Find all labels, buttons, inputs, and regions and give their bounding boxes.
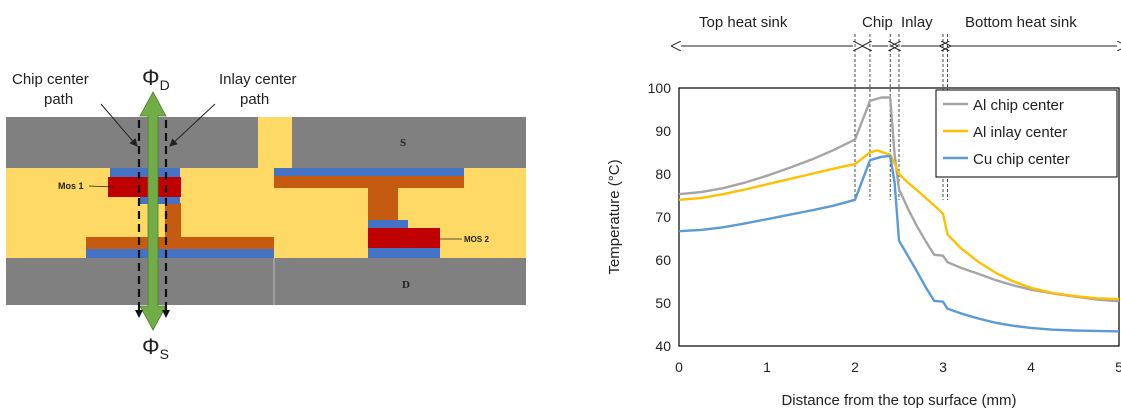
chip-center-label-line2: path [44, 91, 73, 108]
y-tick-label: 70 [655, 209, 671, 225]
phi-d-label: ΦD [142, 65, 170, 93]
left-pad-middle [140, 197, 180, 204]
right-copper-top [274, 176, 464, 188]
mos1-die [108, 177, 181, 197]
region-chip: Chip [862, 14, 893, 31]
right-pad-bottom [368, 248, 440, 258]
y-axis-title: Temperature (°C) [606, 159, 623, 274]
bottom-heat-sink [6, 258, 526, 305]
drain-terminal-label: D [402, 279, 410, 291]
series-line-cu-chip-center [678, 154, 1120, 333]
left-pad-top [110, 168, 180, 177]
x-tick-label: 2 [851, 359, 859, 375]
legend: Al chip center Al inlay center Cu chip cen… [935, 89, 1118, 178]
inlay-center-label-line1: Inlay center [219, 71, 297, 88]
cross-section-diagram: Mos 1 MOS 2 S D Chip center path Inlay c… [6, 65, 526, 362]
mos1-leader [88, 185, 115, 188]
top-heat-sink-left [6, 117, 258, 168]
x-tick-label: 4 [1027, 359, 1035, 375]
heat-flux-arrow [139, 91, 167, 331]
x-tick-label: 3 [939, 359, 947, 375]
mos1-label: Mos 1 [58, 181, 84, 191]
phi-s-label: ΦS [142, 334, 169, 362]
left-copper-bottom [86, 237, 274, 249]
region-bottom-heat-sink: Bottom heat sink [965, 14, 1077, 31]
right-pad-middle [368, 220, 408, 228]
legend-label: Cu chip center [973, 151, 1070, 168]
y-tick-label: 50 [655, 295, 671, 311]
legend-label: Al chip center [973, 97, 1064, 114]
via-strip [258, 117, 292, 168]
y-tick-label: 100 [648, 80, 672, 96]
y-tick-label: 90 [655, 123, 671, 139]
x-tick-label: 0 [675, 359, 683, 375]
plot-area-frame [678, 87, 1120, 347]
chip-center-leader [100, 103, 138, 147]
right-copper-stem [368, 188, 398, 220]
x-tick-label: 1 [763, 359, 771, 375]
x-axis-title: Distance from the top surface (mm) [781, 392, 1016, 409]
x-tick-label: 5 [1115, 359, 1121, 375]
region-inlay: Inlay [901, 14, 933, 31]
region-top-heat-sink: Top heat sink [699, 14, 788, 31]
y-tick-label: 60 [655, 252, 671, 268]
legend-label: Al inlay center [973, 124, 1067, 141]
top-heat-sink-right [292, 117, 526, 168]
inlay-center-leader [169, 103, 216, 147]
source-terminal-label: S [400, 137, 406, 149]
y-tick-label: 80 [655, 166, 671, 182]
y-tick-label: 40 [655, 338, 671, 354]
inlay-center-label-line2: path [240, 91, 269, 108]
chip-center-path-arrow [135, 310, 143, 318]
series-line-al-chip-center [678, 96, 1120, 303]
region-annotations: Top heat sink Chip Inlay Bottom heat sin… [681, 14, 1117, 46]
left-pad-bottom [86, 249, 274, 258]
mos2-die [368, 228, 440, 248]
chip-center-label-line1: Chip center [12, 71, 89, 88]
right-pad-top [274, 168, 464, 176]
left-copper-vertical [165, 203, 181, 243]
series-line-al-inlay-center [678, 149, 1120, 301]
mos2-label: MOS 2 [464, 235, 489, 244]
inlay-center-path-arrow [162, 310, 170, 318]
